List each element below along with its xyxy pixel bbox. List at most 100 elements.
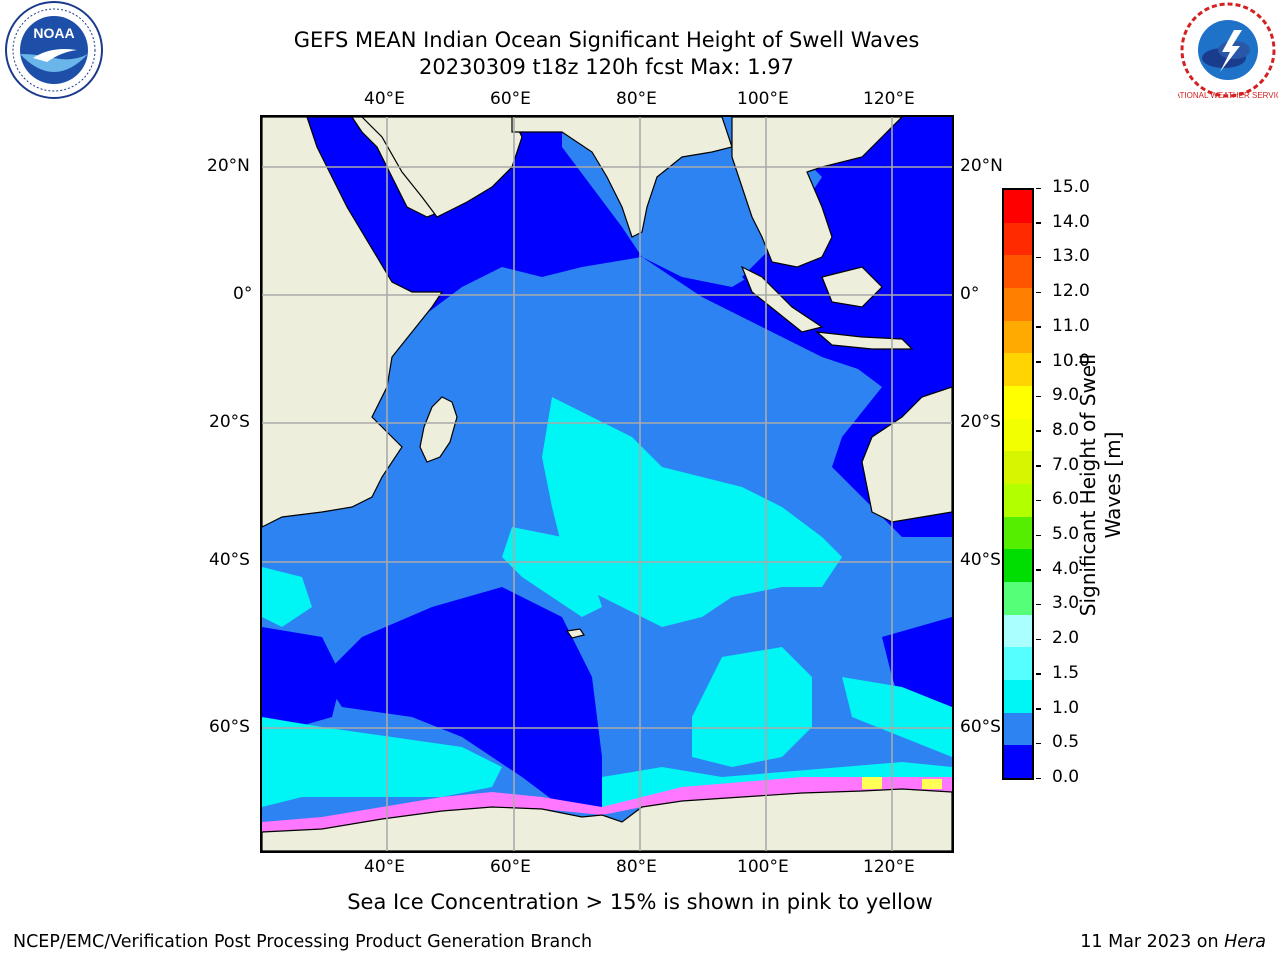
lon-tick-top-100e: 100°E bbox=[737, 89, 789, 109]
colorbar-tick-mark bbox=[1036, 673, 1041, 675]
ocean-low-southwest bbox=[262, 627, 342, 737]
colorbar-tick-label: 0.5 bbox=[1052, 732, 1080, 753]
colorbar-cell bbox=[1004, 222, 1032, 256]
colorbar-ticks: 15.0 14.0 13.0 12.0 11.0 10.0 9.0 8.0 7.0 6.0 5.0 4… bbox=[1036, 177, 1106, 790]
lon-tick-top-40e: 40°E bbox=[364, 89, 405, 109]
colorbar-tick-label: 11.0 bbox=[1052, 315, 1090, 336]
lat-tick-left-0: 0° bbox=[233, 284, 253, 304]
colorbar-label-wrap: Significant Height of Swell Waves [m] bbox=[1076, 354, 1158, 616]
lat-tick-left-20n: 20°N bbox=[207, 156, 250, 176]
sea-ice-yellow-patches bbox=[862, 777, 942, 789]
land-kerguelen bbox=[565, 628, 585, 639]
lon-tick-bottom-100e: 100°E bbox=[737, 857, 789, 877]
colorbar-cell bbox=[1004, 647, 1032, 681]
colorbar-tick-label: 0.0 bbox=[1052, 767, 1080, 787]
ocean-high-east bbox=[842, 677, 952, 757]
colorbar-cell bbox=[1004, 484, 1032, 517]
colorbar-cell bbox=[1004, 614, 1032, 648]
colorbar-tick-label: 5.0 bbox=[1052, 524, 1080, 545]
lat-tick-right-20s: 20°S bbox=[960, 412, 1001, 432]
sea-ice-fringe bbox=[262, 777, 952, 832]
ocean-low-south-central bbox=[322, 587, 602, 807]
colorbar-tick-mark bbox=[1036, 499, 1041, 502]
colorbar-tick-label: 6.0 bbox=[1052, 489, 1080, 510]
colorbar-cell bbox=[1004, 712, 1032, 746]
colorbar-cell bbox=[1004, 516, 1032, 550]
ocean-high-southeast bbox=[692, 647, 812, 767]
colorbar-tick-mark bbox=[1036, 256, 1041, 259]
lon-tick-top-60e: 60°E bbox=[490, 89, 531, 109]
colorbar-tick-label: 1.0 bbox=[1052, 697, 1080, 718]
land-india bbox=[511, 117, 733, 238]
map-title: GEFS MEAN Indian Ocean Significant Heigh… bbox=[293, 28, 920, 52]
footer-machine: Hera bbox=[1224, 932, 1266, 952]
colorbar-tick-mark bbox=[1036, 187, 1041, 189]
noaa-logo-text: NOAA bbox=[33, 25, 74, 41]
nws-logo: NATIONAL WEATHER SERVICE bbox=[1169, 0, 1280, 100]
footer-date: 11 Mar 2023 on Hera bbox=[1080, 932, 1266, 952]
colorbar-tick-mark bbox=[1036, 465, 1041, 467]
colorbar-tick-mark bbox=[1036, 742, 1041, 745]
noaa-logo: NOAA bbox=[3, 0, 105, 100]
colorbar-cell bbox=[1004, 255, 1032, 289]
colorbar bbox=[1002, 188, 1034, 780]
colorbar-tick-label: 15.0 bbox=[1052, 177, 1090, 197]
lat-tick-right-40s: 40°S bbox=[960, 550, 1001, 570]
sea-ice-note: Sea Ice Concentration > 15% is shown in … bbox=[347, 890, 933, 914]
colorbar-tick-label: 10.0 bbox=[1052, 350, 1090, 371]
map-subtitle: 20230309 t18z 120h fcst Max: 1.97 bbox=[419, 55, 794, 79]
colorbar-tick-label: 1.5 bbox=[1052, 662, 1080, 683]
lat-tick-right-0: 0° bbox=[960, 284, 980, 304]
lon-tick-top-80e: 80°E bbox=[616, 89, 657, 109]
colorbar-cell bbox=[1004, 582, 1032, 615]
colorbar-tick-label: 4.0 bbox=[1052, 558, 1080, 579]
map-panel bbox=[260, 115, 954, 853]
map-canvas bbox=[262, 117, 952, 851]
colorbar-cell bbox=[1004, 190, 1032, 223]
colorbar-tick-mark bbox=[1036, 291, 1041, 294]
colorbar-cell bbox=[1004, 549, 1032, 583]
footer-date-text: 11 Mar 2023 on bbox=[1080, 932, 1225, 952]
ocean-high-central bbox=[542, 397, 842, 627]
ocean-high-west-edge bbox=[262, 567, 312, 627]
lat-tick-left-20s: 20°S bbox=[209, 412, 250, 432]
lon-tick-bottom-60e: 60°E bbox=[490, 857, 531, 877]
lat-tick-right-60s: 60°S bbox=[960, 717, 1001, 737]
colorbar-tick-mark bbox=[1036, 708, 1041, 710]
lon-tick-bottom-40e: 40°E bbox=[364, 857, 405, 877]
colorbar-cell bbox=[1004, 418, 1032, 452]
colorbar-cell bbox=[1004, 320, 1032, 354]
colorbar-tick-label: 2.0 bbox=[1052, 628, 1080, 649]
colorbar-tick-mark bbox=[1036, 222, 1041, 224]
colorbar-tick-label: 12.0 bbox=[1052, 281, 1090, 302]
colorbar-tick-mark bbox=[1036, 603, 1041, 606]
colorbar-cell bbox=[1004, 451, 1032, 485]
colorbar-cell bbox=[1004, 680, 1032, 713]
colorbar-tick-mark bbox=[1036, 534, 1041, 537]
colorbar-tick-mark bbox=[1036, 361, 1041, 363]
colorbar-tick-label: 9.0 bbox=[1052, 385, 1080, 406]
land-antarctica bbox=[262, 788, 952, 851]
colorbar-tick-mark bbox=[1036, 395, 1041, 398]
ocean-high-west-midlat bbox=[502, 527, 602, 617]
land-madagascar bbox=[419, 396, 458, 463]
colorbar-tick-label: 3.0 bbox=[1052, 593, 1080, 614]
colorbar-tick-label: 7.0 bbox=[1052, 454, 1080, 475]
lat-tick-left-40s: 40°S bbox=[209, 550, 250, 570]
land-australia bbox=[861, 386, 952, 523]
lat-tick-right-20n: 20°N bbox=[960, 156, 1003, 176]
lon-tick-bottom-120e: 120°E bbox=[863, 857, 915, 877]
colorbar-tick-label: 14.0 bbox=[1052, 211, 1090, 232]
colorbar-tick-mark bbox=[1036, 430, 1041, 432]
colorbar-cell bbox=[1004, 353, 1032, 387]
colorbar-tick-label: 8.0 bbox=[1052, 419, 1080, 440]
colorbar-cell bbox=[1004, 745, 1032, 779]
colorbar-tick-label: 13.0 bbox=[1052, 246, 1090, 267]
colorbar-tick-mark bbox=[1036, 326, 1041, 328]
colorbar-cell bbox=[1004, 386, 1032, 419]
colorbar-cell bbox=[1004, 288, 1032, 321]
lon-tick-top-120e: 120°E bbox=[863, 89, 915, 109]
footer-credit: NCEP/EMC/Verification Post Processing Pr… bbox=[13, 932, 593, 952]
ocean-high-southwest-band bbox=[262, 717, 502, 807]
colorbar-tick-mark bbox=[1036, 777, 1041, 779]
